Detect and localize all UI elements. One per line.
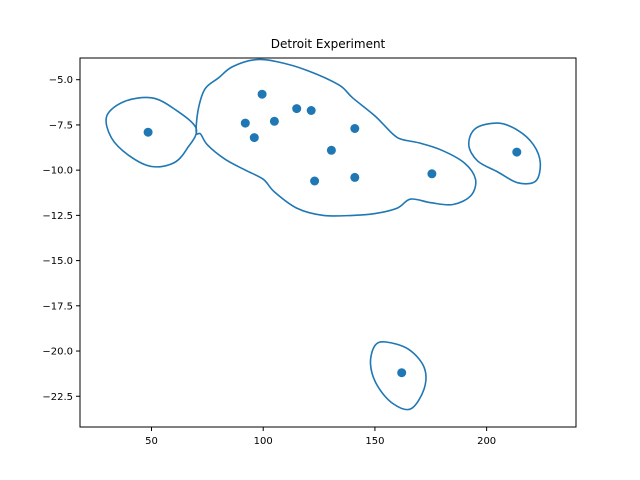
- chart-title: Detroit Experiment: [271, 37, 386, 51]
- y-tick-label: −7.5: [49, 120, 73, 131]
- y-tick-label: −20.0: [42, 347, 73, 358]
- y-tick-label: −10.0: [42, 166, 73, 177]
- plot-frame: [79, 57, 577, 428]
- y-tick-label: −17.5: [42, 301, 73, 312]
- data-point-8: [310, 176, 320, 186]
- contours-layer: [105, 58, 542, 411]
- y-tick-label: −22.5: [42, 392, 73, 403]
- x-tick-label: 200: [477, 436, 496, 447]
- x-tick-label: 100: [254, 436, 273, 447]
- contour-1: [105, 96, 198, 168]
- points-layer: [143, 89, 522, 378]
- data-point-14: [512, 147, 522, 157]
- x-tick-label: 50: [145, 436, 158, 447]
- data-point-10: [350, 124, 360, 133]
- data-point-2: [240, 118, 250, 128]
- data-point-5: [269, 116, 279, 126]
- data-point-6: [292, 104, 302, 114]
- data-point-12: [427, 169, 437, 179]
- contour-2: [195, 58, 477, 217]
- y-tick-label: −15.0: [42, 256, 73, 267]
- y-axis: −5.0 −7.5 −10.0 −12.5 −15.0 −17.5 −20.0 −22.5: [42, 75, 80, 403]
- data-point-7: [306, 106, 316, 115]
- data-point-3: [249, 133, 259, 143]
- data-point-1: [143, 127, 153, 137]
- x-axis: 50 100 150 200: [145, 427, 496, 447]
- contour-4: [369, 341, 427, 411]
- contour-3: [467, 122, 542, 185]
- data-point-4: [257, 89, 267, 99]
- data-point-13: [397, 368, 407, 378]
- data-point-11: [350, 172, 360, 182]
- y-tick-label: −12.5: [42, 211, 73, 222]
- x-tick-label: 150: [365, 436, 384, 447]
- data-point-9: [326, 145, 336, 155]
- y-tick-label: −5.0: [49, 75, 73, 86]
